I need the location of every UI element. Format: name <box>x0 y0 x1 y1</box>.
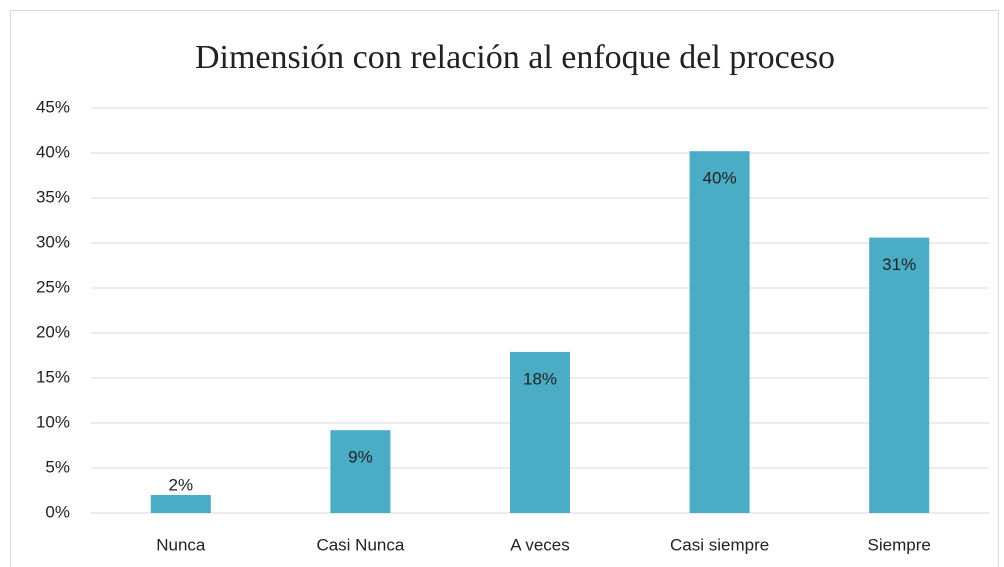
bar <box>689 151 750 513</box>
value-label: 2% <box>169 475 194 494</box>
x-tick-label: Siempre <box>868 535 931 554</box>
y-tick-label: 45% <box>36 97 70 116</box>
value-label: 31% <box>882 255 916 274</box>
y-tick-label: 5% <box>45 457 70 476</box>
bar <box>150 495 211 513</box>
value-label: 9% <box>348 448 373 467</box>
x-tick-label: Casi siempre <box>670 535 769 554</box>
chart-title: Dimensión con relación al enfoque del pr… <box>195 39 835 76</box>
y-tick-label: 15% <box>36 367 70 386</box>
y-tick-label: 20% <box>36 322 70 341</box>
y-tick-label: 25% <box>36 277 70 296</box>
chart-border <box>10 10 999 567</box>
y-tick-label: 10% <box>36 412 70 431</box>
x-tick-label: A veces <box>510 535 570 554</box>
value-label: 40% <box>703 169 737 188</box>
y-tick-label: 40% <box>36 142 70 161</box>
y-tick-label: 0% <box>45 502 70 521</box>
y-tick-label: 35% <box>36 187 70 206</box>
y-tick-label: 30% <box>36 232 70 251</box>
bar <box>869 237 930 513</box>
bar <box>510 351 570 513</box>
x-tick-label: Casi Nunca <box>316 535 404 554</box>
x-tick-label: Nunca <box>156 535 206 554</box>
value-label: 18% <box>523 369 557 388</box>
bar <box>330 430 391 513</box>
